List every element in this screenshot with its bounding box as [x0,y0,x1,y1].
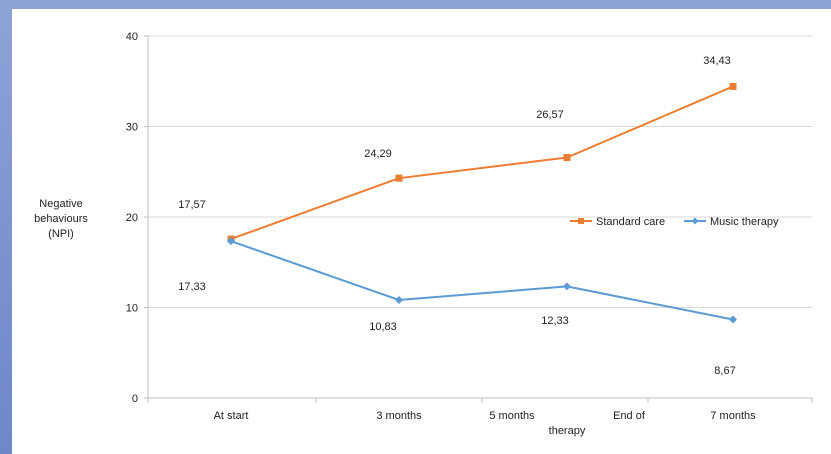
data-point-standard-care [563,154,571,162]
x-tick-label: therapy [549,425,586,437]
data-point-music-therapy [395,295,403,304]
x-tick-label: 5 months [489,410,535,422]
data-point-music-therapy [227,237,235,246]
data-labels: 17,57 24,29 26,57 34,43 17,33 10,83 12,33 8,67 [178,55,735,377]
x-tick-labels: At start 3 months 5 months End of therapy 7 m… [214,410,757,437]
legend-label: Music therapy [710,216,779,228]
series-line-standard-care [230,85,734,240]
x-tick-label: At start [214,410,249,422]
series-line-music-therapy [230,240,734,321]
data-label: 17,57 [178,199,206,211]
axes [144,35,813,403]
x-tick-label: End of [613,410,646,422]
x-tick-label: 3 months [376,410,422,422]
data-point-music-therapy [563,282,571,291]
data-point-standard-care [729,82,737,90]
legend-label: Standard care [596,216,665,228]
data-label: 17,33 [178,281,206,293]
y-tick-label: 0 [132,393,138,405]
data-label: 8,67 [714,365,735,377]
y-tick-labels: 0 10 20 30 40 [126,31,138,405]
data-label: 12,33 [541,315,569,327]
y-axis-label-line: Negative [39,198,82,210]
data-point-music-therapy [729,315,737,324]
legend-marker-square [578,218,584,224]
y-tick-label: 40 [126,31,138,43]
y-axis-label-line: behaviours [34,213,88,225]
data-point-standard-care [395,174,403,182]
y-axis-label: Negative behaviours (NPI) [34,198,88,240]
legend-marker-diamond [691,217,699,225]
x-tick-label: 7 months [710,410,756,422]
y-tick-label: 10 [126,303,138,315]
series-layer [227,82,737,324]
legend: Standard care Music therapy [570,216,779,228]
data-label: 26,57 [536,109,564,121]
y-tick-label: 30 [126,122,138,134]
data-label: 10,83 [369,321,397,333]
gridlines [148,35,812,308]
data-label: 24,29 [364,148,392,160]
y-axis-label-line: (NPI) [48,228,74,240]
data-label: 34,43 [703,55,731,67]
y-tick-label: 20 [126,212,138,224]
